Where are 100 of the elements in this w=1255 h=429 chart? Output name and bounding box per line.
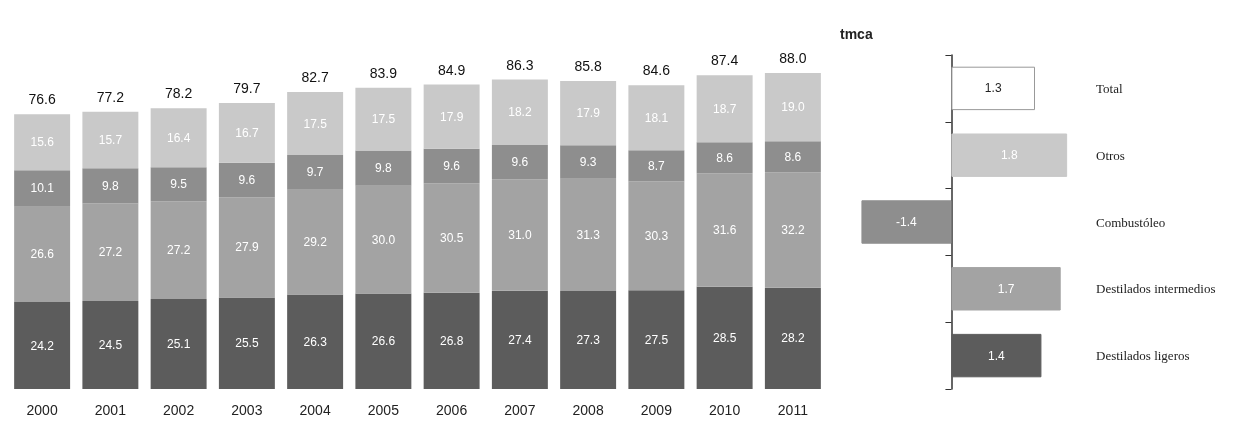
bar <box>628 181 685 291</box>
bar <box>287 92 344 155</box>
x-tick-label: 2007 <box>504 402 536 418</box>
x-tick-label: 2009 <box>640 402 673 418</box>
x-tick-label: 2003 <box>231 402 263 418</box>
bar <box>14 114 71 171</box>
total-label: 84.9 <box>438 61 466 78</box>
data-label: 9.3 <box>579 154 597 169</box>
x-tick-label: 2011 <box>777 402 809 418</box>
data-label: 30.5 <box>439 231 464 246</box>
bar <box>491 179 548 291</box>
x-tick-label: 2000 <box>26 402 58 418</box>
y-tick-label: Combustóleo <box>1096 214 1166 230</box>
bar <box>423 292 480 389</box>
bar <box>150 201 207 299</box>
data-label: 1.4 <box>988 348 1006 363</box>
data-label: -1.4 <box>896 215 918 229</box>
data-label: 27.2 <box>166 243 191 258</box>
bar <box>764 287 821 389</box>
data-label: 31.3 <box>576 227 601 242</box>
total-label: 76.6 <box>28 91 56 108</box>
data-label: 8.6 <box>784 149 802 164</box>
data-label: 27.3 <box>576 333 601 347</box>
bar <box>696 142 753 174</box>
data-label: 9.6 <box>238 173 256 188</box>
bar <box>287 189 344 295</box>
data-label: 31.6 <box>712 222 737 237</box>
bar <box>218 102 275 163</box>
data-label: 9.5 <box>170 177 188 192</box>
y-tick-label: Destilados intermedios <box>1096 281 1216 297</box>
bar <box>628 85 685 151</box>
bar <box>423 84 480 149</box>
bar <box>218 197 275 298</box>
x-tick-label: 2006 <box>436 402 468 418</box>
x-tick-label: 2001 <box>94 402 127 418</box>
total-label: 85.8 <box>574 57 602 74</box>
data-label: 30.3 <box>644 228 669 243</box>
data-label: 31.0 <box>508 227 532 242</box>
bar <box>355 185 412 294</box>
bar <box>218 162 275 198</box>
bar <box>355 293 412 389</box>
data-label: 26.8 <box>439 333 464 348</box>
bar <box>560 145 617 179</box>
bar <box>82 301 139 389</box>
data-label: 28.5 <box>712 330 737 345</box>
bar <box>423 148 480 184</box>
data-label: 9.8 <box>375 161 393 176</box>
bar <box>14 206 71 303</box>
data-label: 9.7 <box>306 165 324 180</box>
bar <box>218 297 275 389</box>
data-label: 8.6 <box>716 150 734 165</box>
data-label: 27.5 <box>644 332 669 347</box>
data-label: 32.2 <box>781 222 805 237</box>
bar <box>696 173 753 287</box>
bar <box>764 141 821 173</box>
bar <box>951 267 1061 311</box>
bar <box>696 75 753 143</box>
y-tick-label: Otros <box>1096 147 1125 163</box>
data-label: 24.2 <box>30 338 55 353</box>
bar <box>861 200 952 244</box>
data-label: 1.3 <box>984 81 1002 96</box>
data-label: 27.9 <box>235 240 259 255</box>
data-label: 10.1 <box>30 181 55 196</box>
total-label: 82.7 <box>301 69 329 86</box>
bar <box>82 168 139 204</box>
data-label: 9.8 <box>102 178 120 193</box>
bar <box>150 298 207 389</box>
bar <box>628 150 685 182</box>
bar <box>560 80 617 146</box>
y-tick-label: Total <box>1096 80 1123 96</box>
bar <box>764 172 821 288</box>
bar <box>150 108 207 168</box>
bar <box>287 154 344 190</box>
x-tick-label: 2008 <box>572 402 604 418</box>
y-tick-label: Destilados ligeros <box>1096 348 1190 364</box>
bar <box>82 111 139 169</box>
total-label: 88.0 <box>779 50 807 67</box>
bar <box>491 290 548 389</box>
total-label: 83.9 <box>369 64 398 81</box>
data-label: 25.5 <box>235 336 259 351</box>
data-label: 9.6 <box>443 159 461 174</box>
bar <box>491 79 548 145</box>
bar <box>491 144 548 180</box>
bar <box>764 73 821 142</box>
bar <box>951 333 1042 378</box>
bar <box>355 87 412 151</box>
bar <box>951 133 1068 177</box>
data-label: 9.6 <box>511 155 529 170</box>
bar <box>696 286 753 389</box>
total-label: 78.2 <box>165 85 193 102</box>
bar <box>560 178 617 291</box>
bar <box>287 294 344 389</box>
bar <box>82 203 139 302</box>
bar <box>14 170 71 207</box>
data-label: 8.7 <box>648 158 666 173</box>
data-label: 26.6 <box>30 247 55 262</box>
bar <box>628 290 685 389</box>
data-label: 1.7 <box>997 281 1015 296</box>
data-label: 24.5 <box>98 338 123 353</box>
bar <box>14 302 71 389</box>
